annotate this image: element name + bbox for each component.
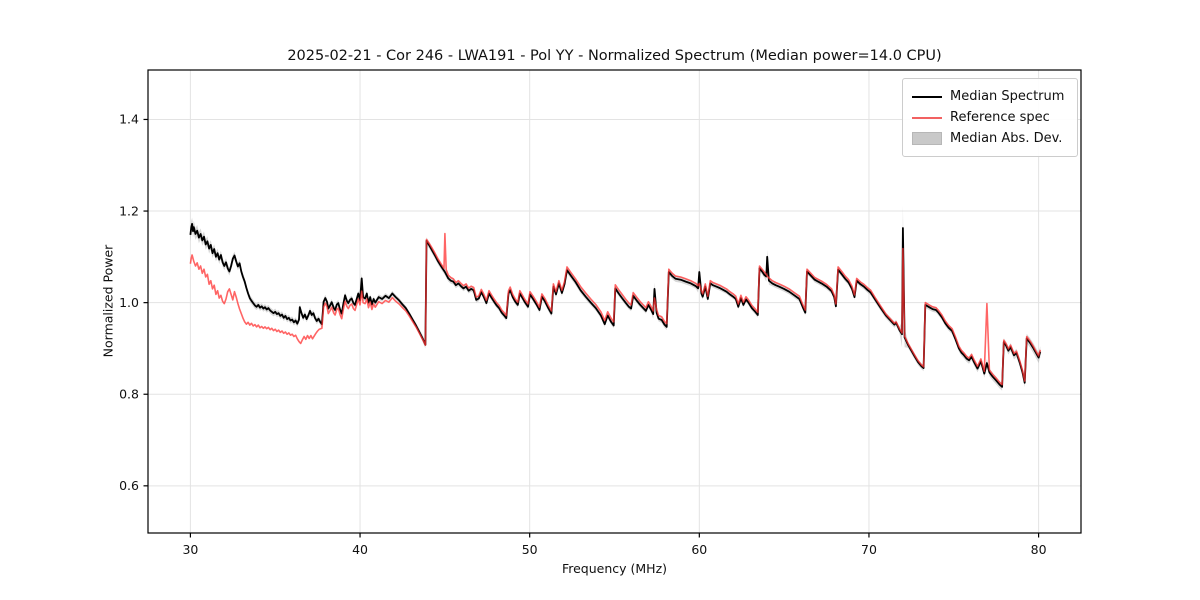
y-tick-label-1.0: 1.0 [119,295,139,310]
legend-label: Median Abs. Dev. [950,131,1063,146]
red-line-icon [912,116,942,119]
legend: Median Spectrum Reference spec Median Ab… [902,78,1078,157]
x-tick-label-80: 80 [1031,542,1047,557]
legend-item-reference-spec: Reference spec [912,107,1067,128]
plot-title: 2025-02-21 - Cor 246 - LWA191 - Pol YY -… [287,48,942,64]
median-spectrum-line [189,222,1042,388]
y-tick-label-1.2: 1.2 [119,203,139,218]
y-tick-label-1.4: 1.4 [119,112,139,127]
reference-line-swatch [912,116,942,119]
axes-border [147,69,1082,534]
x-tick-label-70: 70 [861,542,877,557]
x-tick-label-50: 50 [522,542,538,557]
mad-band-swatch [912,132,942,145]
legend-item-median-abs-dev: Median Abs. Dev. [912,128,1067,149]
legend-label: Median Spectrum [950,89,1065,104]
y-axis-label: Normalized Power [100,244,116,358]
reference-spec-line [189,232,1042,386]
black-line-icon [912,95,942,98]
legend-label: Reference spec [950,110,1050,125]
x-tick-label-60: 60 [691,542,707,557]
gray-patch-icon [912,132,942,145]
x-tick-label-40: 40 [352,542,368,557]
y-tick-label-0.6: 0.6 [119,478,139,493]
y-tick-label-0.8: 0.8 [119,386,139,401]
x-tick-label-30: 30 [182,542,198,557]
x-axis-label: Frequency (MHz) [561,561,668,576]
median-line-swatch [912,95,942,98]
legend-item-median-spectrum: Median Spectrum [912,86,1067,107]
